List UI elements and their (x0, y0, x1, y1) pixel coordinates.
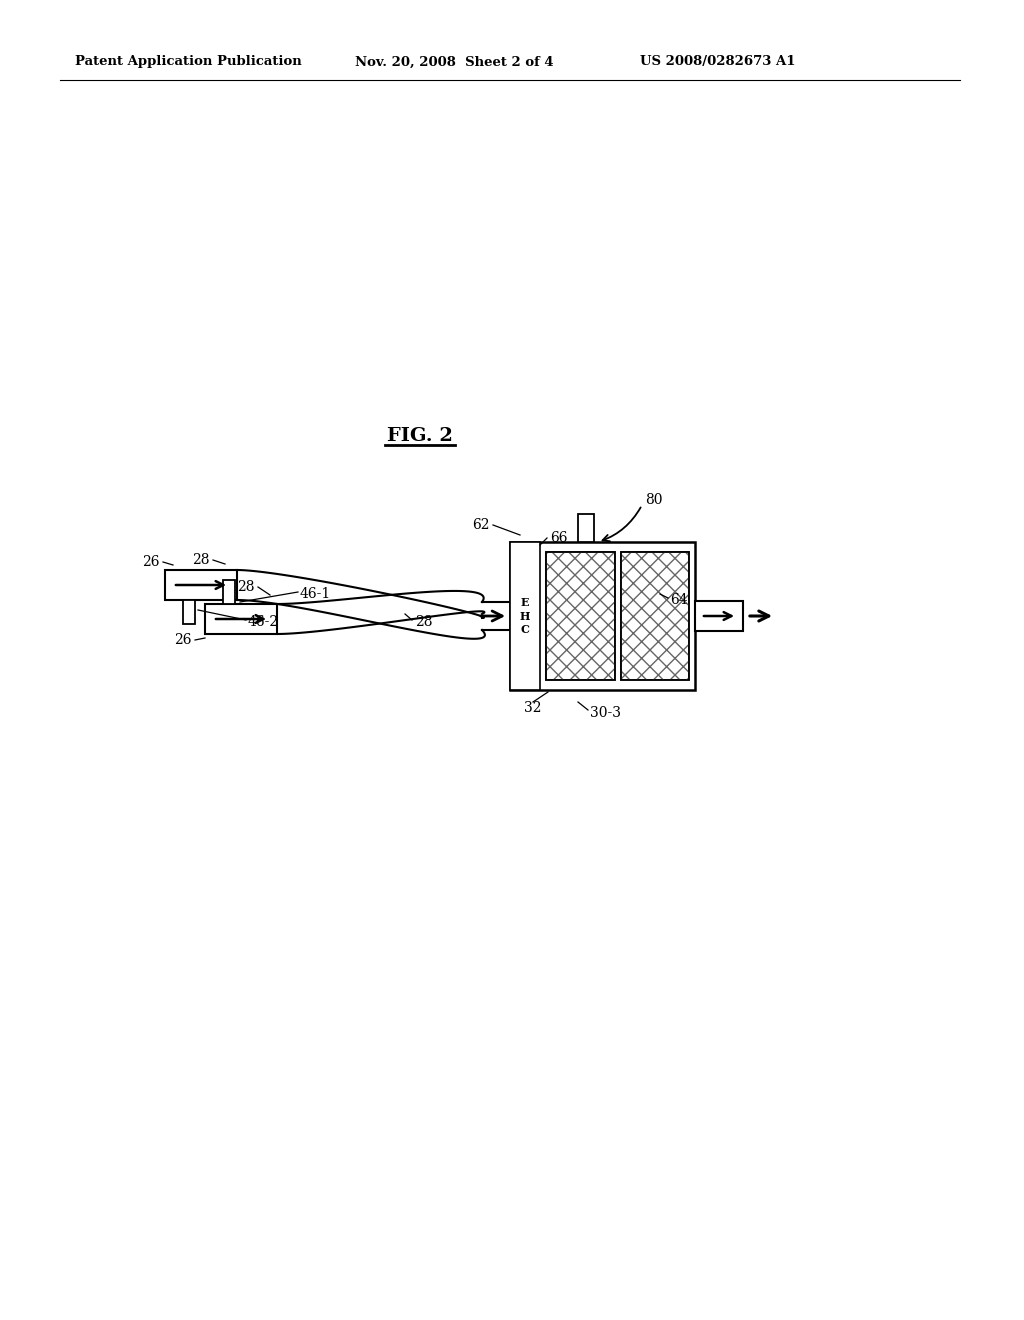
Bar (546, 552, 614, 680)
Text: 28: 28 (415, 615, 432, 630)
Text: 80: 80 (645, 492, 663, 507)
Text: 26: 26 (142, 554, 160, 569)
Bar (510, 543, 695, 690)
Text: E
H
C: E H C (520, 597, 530, 635)
Bar (183, 601, 195, 624)
Polygon shape (237, 570, 485, 639)
Text: 46-2: 46-2 (248, 615, 280, 630)
Bar (165, 570, 237, 601)
Text: 28: 28 (238, 579, 255, 594)
Bar (579, 513, 594, 543)
Text: 62: 62 (472, 517, 490, 532)
Bar (223, 579, 234, 605)
Text: FIG. 2: FIG. 2 (387, 426, 453, 445)
Bar (546, 552, 614, 680)
Polygon shape (278, 591, 484, 634)
Text: US 2008/0282673 A1: US 2008/0282673 A1 (640, 55, 796, 69)
Bar (205, 605, 278, 634)
Bar (621, 552, 689, 680)
Text: 32: 32 (524, 701, 542, 715)
Text: Patent Application Publication: Patent Application Publication (75, 55, 302, 69)
Bar (510, 543, 540, 690)
Bar (621, 552, 689, 680)
Text: 66: 66 (550, 531, 567, 545)
Bar (695, 601, 743, 631)
Text: 26: 26 (174, 634, 193, 647)
Text: 30-3: 30-3 (590, 706, 621, 719)
Text: 46-1: 46-1 (300, 587, 331, 601)
Text: 28: 28 (193, 553, 210, 568)
Text: 64: 64 (670, 593, 688, 607)
Text: Nov. 20, 2008  Sheet 2 of 4: Nov. 20, 2008 Sheet 2 of 4 (355, 55, 554, 69)
